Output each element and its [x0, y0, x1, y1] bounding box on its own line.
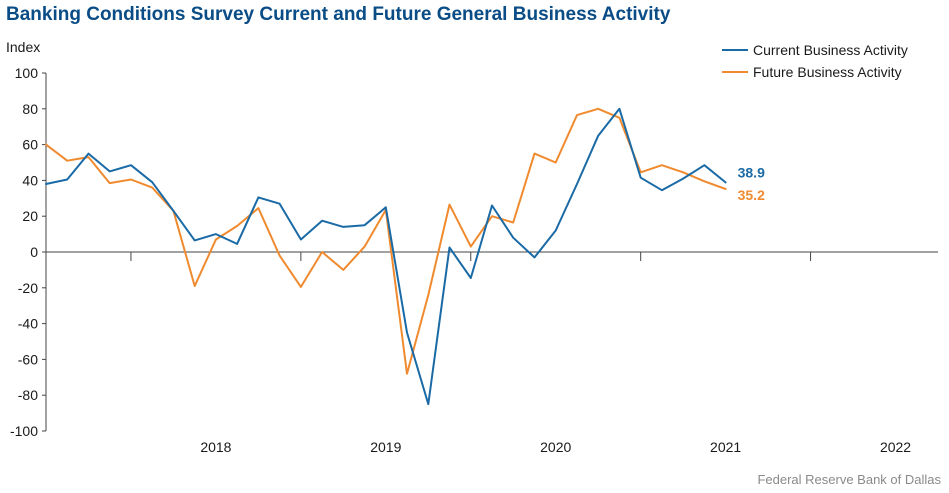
y-axis-label: Index	[6, 39, 40, 55]
y-tick-label: -20	[18, 280, 38, 296]
end-labels: 38.9 35.2	[738, 164, 765, 203]
y-tick-label: -80	[18, 387, 38, 403]
x-tick-label: 2022	[880, 439, 911, 455]
source-credit: Federal Reserve Bank of Dallas	[757, 472, 941, 487]
x-tick-label: 2021	[710, 439, 741, 455]
legend-label: Current Business Activity	[753, 42, 908, 58]
legend-label: Future Business Activity	[753, 64, 902, 80]
y-tick-label: 80	[22, 101, 38, 117]
x-tick-label: 2019	[370, 439, 401, 455]
chart-title: Banking Conditions Survey Current and Fu…	[6, 4, 671, 25]
end-value-label: 38.9	[738, 164, 765, 180]
y-tick-label: 100	[15, 65, 39, 81]
y-tick-label: 20	[22, 208, 38, 224]
y-tick-label: -100	[10, 423, 38, 439]
end-value-label: 35.2	[738, 187, 765, 203]
legend: Current Business Activity Future Business…	[722, 42, 908, 80]
axes: 100 80 60 40 20 0 -20 -40 -60 -80 -100 2018 2019 2020…	[10, 65, 938, 455]
y-tick-label: 0	[30, 244, 38, 260]
series-lines	[45, 107, 727, 406]
x-tick-label: 2018	[200, 439, 231, 455]
x-tick-label: 2020	[540, 439, 571, 455]
y-tick-label: 40	[22, 172, 38, 188]
y-tick-label: 60	[22, 137, 38, 153]
y-tick-label: -60	[18, 351, 38, 367]
future-business-activity-line	[45, 107, 727, 375]
y-tick-label: -40	[18, 316, 38, 332]
current-business-activity-line	[45, 107, 727, 406]
